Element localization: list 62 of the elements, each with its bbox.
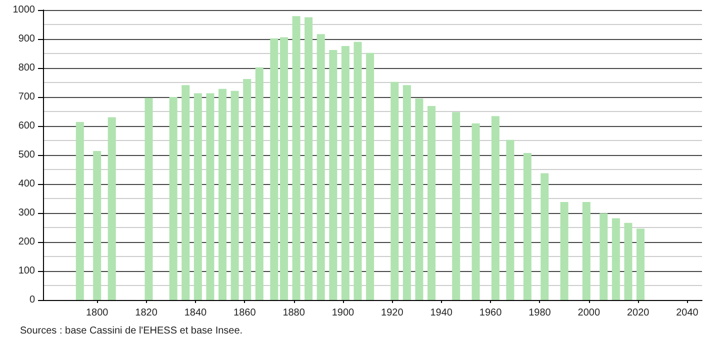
- x-tick-label: 1940: [430, 308, 453, 318]
- bar: [560, 202, 568, 300]
- bar: [341, 46, 350, 300]
- bar: [108, 117, 116, 300]
- x-tick-label: 2000: [578, 308, 600, 318]
- bar: [93, 150, 102, 300]
- bar: [452, 112, 460, 300]
- bar: [243, 79, 252, 300]
- y-tick-label: 800: [18, 62, 36, 74]
- x-tick-label: 1980: [528, 308, 552, 318]
- bar: [366, 52, 374, 300]
- bar: [206, 93, 214, 300]
- bar: [472, 123, 480, 300]
- y-tick-label: 300: [18, 208, 36, 218]
- bar: [624, 222, 632, 300]
- bar: [144, 98, 153, 300]
- bar: [218, 88, 227, 300]
- bar: [255, 67, 264, 300]
- y-tick-label: 500: [18, 150, 36, 160]
- bar: [428, 106, 436, 300]
- bar: [194, 93, 202, 300]
- bar: [182, 85, 190, 300]
- bar: [540, 173, 549, 300]
- x-tick-label: 2040: [676, 308, 699, 318]
- x-tick-label: 1820: [135, 308, 158, 318]
- bar: [600, 213, 608, 300]
- bar: [329, 50, 338, 300]
- bar: [402, 85, 411, 300]
- y-tick-label: 900: [18, 34, 36, 44]
- bar: [169, 97, 178, 300]
- x-tick-label: 1860: [234, 308, 256, 318]
- y-tick-label: 0: [29, 294, 36, 306]
- bar: [582, 202, 590, 300]
- y-tick-label: 100: [18, 266, 36, 276]
- source-note: Sources : base Cassini de l'EHESS et base Insee.: [20, 326, 243, 336]
- bar: [506, 140, 514, 300]
- bar: [354, 42, 362, 300]
- x-tick-label: 1900: [332, 308, 355, 318]
- bar: [76, 122, 84, 300]
- x-tick-label: 1960: [479, 308, 502, 318]
- bar: [491, 116, 500, 300]
- x-tick-label: 1840: [184, 308, 208, 318]
- bar: [292, 16, 300, 300]
- x-tick-label: 1920: [381, 308, 404, 318]
- bar: [230, 90, 239, 300]
- bar: [316, 34, 325, 300]
- bar: [390, 82, 399, 300]
- bar: [270, 38, 278, 300]
- x-tick-label: 1880: [282, 308, 306, 318]
- y-tick-label: 700: [18, 92, 36, 102]
- y-tick-label: 1000: [12, 4, 36, 16]
- y-tick-label: 400: [18, 178, 36, 190]
- bar: [415, 98, 424, 300]
- bar: [612, 218, 620, 300]
- y-tick-label: 600: [18, 120, 36, 132]
- bar: [280, 37, 288, 300]
- bar: [523, 152, 532, 300]
- bar: [304, 17, 313, 300]
- y-tick-label: 200: [18, 236, 36, 248]
- x-tick-label: 1800: [86, 308, 109, 318]
- x-tick-label: 2020: [626, 308, 650, 318]
- bar: [636, 228, 645, 300]
